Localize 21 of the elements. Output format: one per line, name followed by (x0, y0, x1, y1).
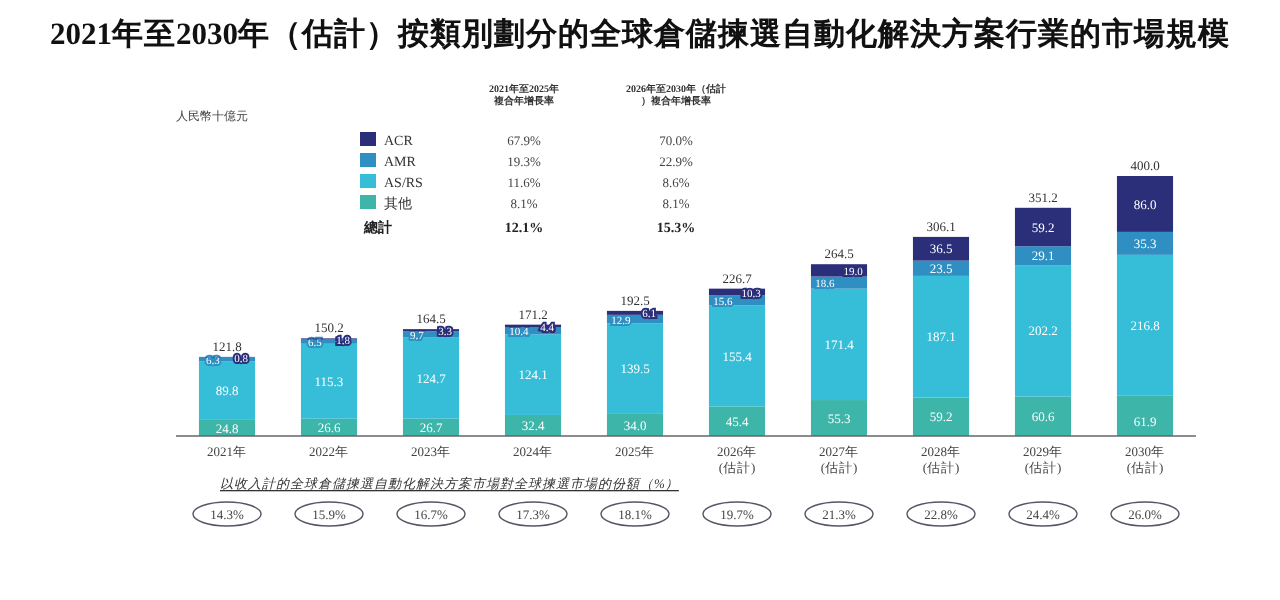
bar (810, 288, 868, 401)
bar (1116, 395, 1174, 436)
bar (912, 275, 970, 398)
bar (300, 343, 358, 419)
bar (606, 323, 664, 414)
bar (810, 400, 868, 436)
bar (1014, 396, 1072, 436)
bar (708, 305, 766, 407)
bar (912, 236, 970, 261)
bar (1116, 254, 1174, 396)
chart-title: 2021年至2030年（估計）按類別劃分的全球倉儲揀選自動化解決方案行業的市場規模 (50, 14, 1230, 52)
bar (1116, 176, 1174, 232)
bar (708, 406, 766, 436)
bar (504, 334, 562, 415)
bar (402, 337, 460, 419)
bar (1014, 265, 1072, 397)
bar (198, 361, 256, 420)
bar (1014, 207, 1072, 247)
bar (1116, 231, 1174, 255)
bar (1014, 246, 1072, 266)
bar (912, 397, 970, 436)
